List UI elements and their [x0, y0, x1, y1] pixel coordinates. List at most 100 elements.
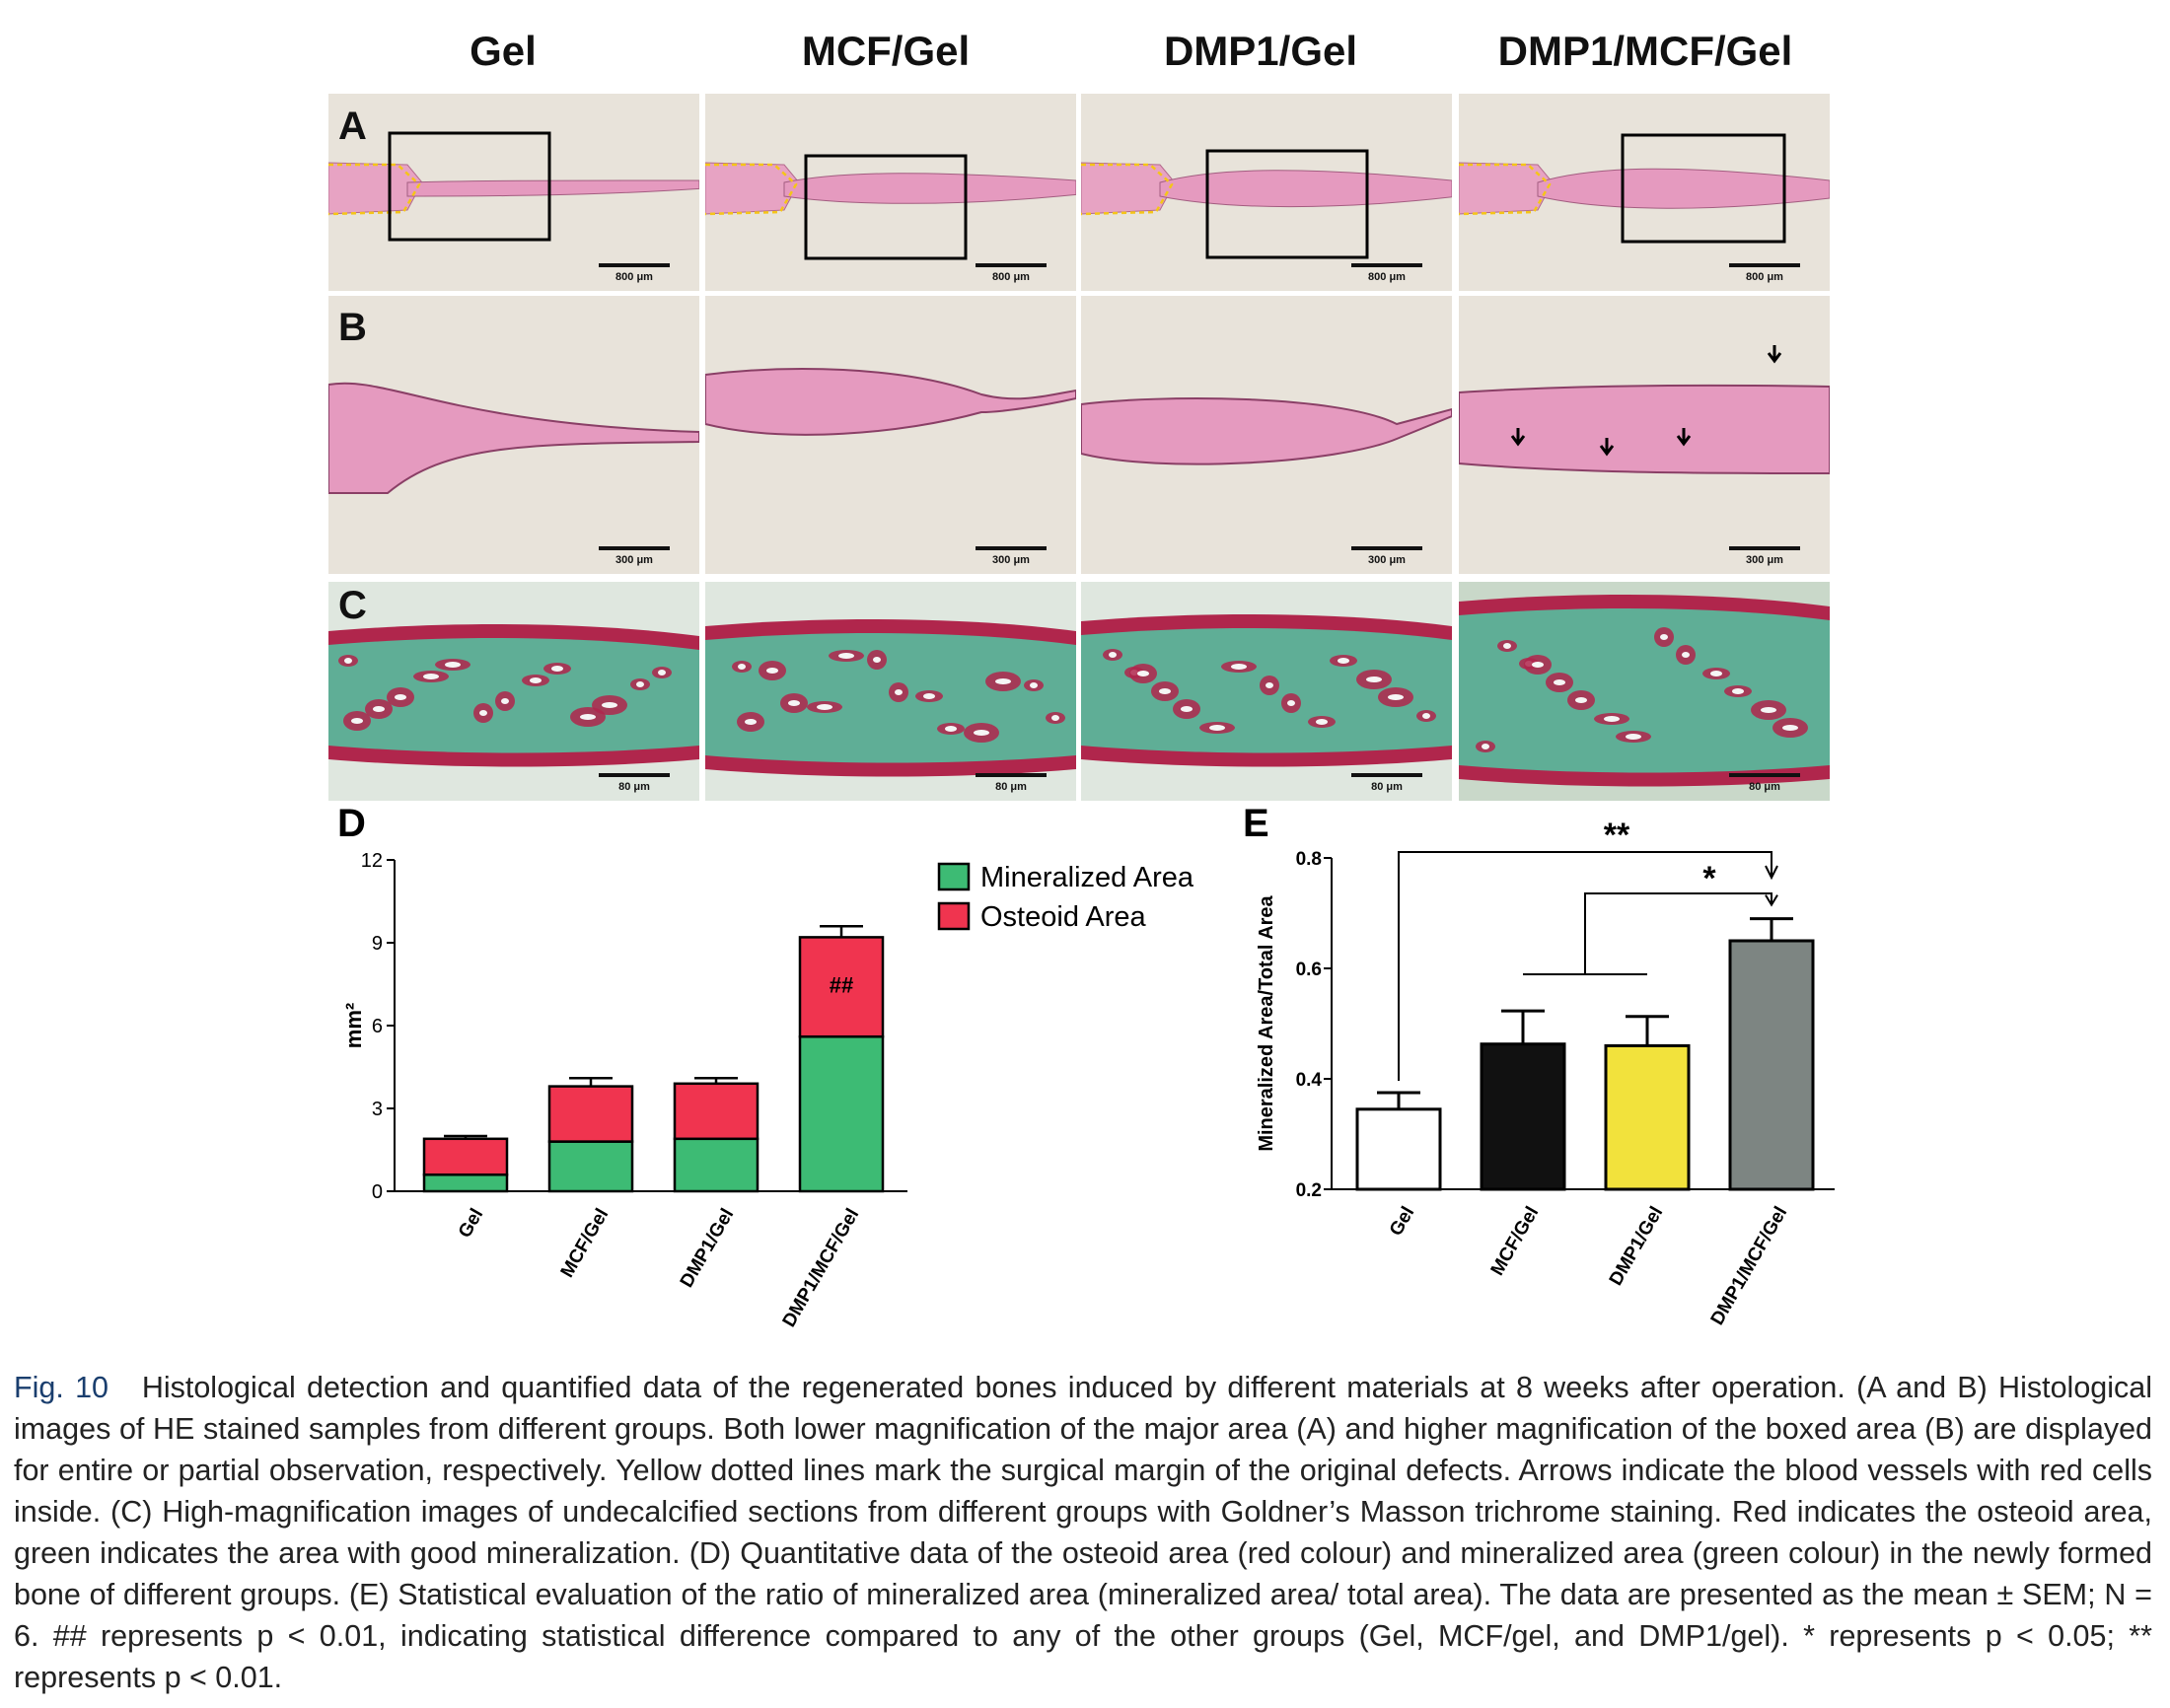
- panel-c-gel: 80 μm: [328, 582, 699, 801]
- significance-label-single-star: *: [1702, 860, 1716, 897]
- y-tick-label: 3: [372, 1099, 383, 1120]
- scale-bar-line: [1351, 263, 1422, 267]
- bracket-arrow: [1765, 865, 1778, 881]
- scale-bar-line: [976, 263, 1047, 267]
- scale-bar: 300 μm: [599, 546, 670, 566]
- x-tick-label-dmp1-gel: DMP1/Gel: [1606, 1203, 1668, 1289]
- scale-bar-line: [1729, 263, 1800, 267]
- scale-bar-line: [599, 773, 670, 777]
- histology-image-b-dmp1-mcf-gel: [1459, 296, 1830, 574]
- figure-label: Fig. 10: [14, 1371, 109, 1404]
- panel-b-mcf-gel: 300 μm: [705, 296, 1076, 574]
- row-label-b: B: [338, 306, 367, 349]
- scale-bar: 80 μm: [1729, 773, 1800, 793]
- scale-bar: 800 μm: [1351, 263, 1422, 283]
- panel-c-dmp1-gel: 80 μm: [1081, 582, 1452, 801]
- bar-gel: [1355, 1107, 1442, 1191]
- scale-bar-line: [599, 546, 670, 550]
- y-axis-label: Mineralized Area/Total Area: [1256, 894, 1277, 1151]
- significance-annotation-hash: ##: [830, 972, 853, 997]
- scale-bar-label: 800 μm: [1368, 271, 1406, 283]
- panel-c-mcf-gel: 80 μm: [705, 582, 1076, 801]
- chart-d-area-stacked-bar: D 0 3 6 9 12 mm² Gel MCF/Gel DMP1/Gel DMP1/MCF/Gel…: [337, 802, 1194, 1331]
- legend-label-osteoid: Osteoid Area: [980, 901, 1147, 933]
- y-tick-label: 0.6: [1296, 960, 1322, 980]
- scale-bar-label: 80 μm: [995, 781, 1027, 793]
- x-tick-label-dmp1-gel: DMP1/Gel: [677, 1205, 739, 1291]
- scale-bar-label: 80 μm: [1749, 781, 1780, 793]
- histology-image-c-dmp1-gel: [1081, 582, 1452, 801]
- scale-bar-label: 800 μm: [1746, 271, 1783, 283]
- scale-bar-label: 800 μm: [992, 271, 1030, 283]
- histology-image-a-mcf-gel: [705, 94, 1076, 291]
- legend-swatch-mineralized: [937, 862, 971, 891]
- histology-image-b-dmp1-gel: [1081, 296, 1452, 574]
- scale-bar: 80 μm: [976, 773, 1047, 793]
- bar-osteoid-gel: [422, 1137, 509, 1176]
- scale-bar: 80 μm: [1351, 773, 1422, 793]
- x-tick-label-mcf-gel: MCF/Gel: [557, 1205, 614, 1281]
- y-tick-label: 9: [372, 933, 383, 955]
- scale-bar: 300 μm: [1351, 546, 1422, 566]
- bar-dmp1-mcf-gel: [1728, 939, 1815, 1191]
- histology-image-c-dmp1-mcf-gel: [1459, 582, 1830, 801]
- scale-bar-label: 300 μm: [1368, 554, 1406, 566]
- x-tick-label-gel: Gel: [1386, 1203, 1418, 1240]
- scale-bar-label: 300 μm: [992, 554, 1030, 566]
- legend-label-mineralized: Mineralized Area: [980, 862, 1194, 893]
- column-title-dmp1-mcf-gel: DMP1/MCF/Gel: [1497, 28, 1793, 74]
- histology-image-b-gel: [328, 296, 699, 574]
- y-tick-label: 6: [372, 1016, 383, 1037]
- bar-osteoid-dmp1-gel: [673, 1082, 760, 1141]
- y-tick-label: 0.8: [1296, 849, 1322, 870]
- scale-bar-label: 300 μm: [615, 554, 653, 566]
- scale-bar-line: [1729, 773, 1800, 777]
- panel-label-d: D: [337, 802, 366, 845]
- scale-bar-line: [1351, 546, 1422, 550]
- y-tick-label: 0: [372, 1181, 383, 1203]
- x-tick-label-dmp1-mcf-gel: DMP1/MCF/Gel: [779, 1205, 864, 1331]
- row-label-c: C: [338, 584, 367, 627]
- significance-bracket-double: [1398, 851, 1772, 1081]
- panel-a-gel: 800 μm: [328, 94, 699, 291]
- panel-label-e: E: [1243, 802, 1269, 845]
- x-tick-label-gel: Gel: [455, 1205, 487, 1242]
- figure-caption: Fig. 10 Histological detection and quant…: [14, 1367, 2152, 1698]
- column-title-dmp1-gel: DMP1/Gel: [1163, 28, 1358, 74]
- scale-bar: 300 μm: [976, 546, 1047, 566]
- x-tick-label-dmp1-mcf-gel: DMP1/MCF/Gel: [1707, 1203, 1792, 1329]
- significance-bracket-single: [1523, 892, 1772, 975]
- histology-image-a-dmp1-mcf-gel: [1459, 94, 1830, 291]
- scale-bar-line: [599, 263, 670, 267]
- scale-bar-label: 800 μm: [615, 271, 653, 283]
- bar-mineralized-dmp1-gel: [673, 1137, 760, 1193]
- significance-label-double-star: **: [1604, 817, 1630, 854]
- histology-image-c-gel: [328, 582, 699, 801]
- bar-mineralized-dmp1-mcf-gel: [798, 1034, 885, 1193]
- panel-c-dmp1-mcf-gel: 80 μm: [1459, 582, 1830, 801]
- panel-a-mcf-gel: 800 μm: [705, 94, 1076, 291]
- bar-mineralized-gel: [422, 1173, 509, 1193]
- histology-image-a-gel: [328, 94, 699, 291]
- y-tick-label: 0.2: [1296, 1180, 1322, 1201]
- scale-bar: 300 μm: [1729, 546, 1800, 566]
- scale-bar-label: 80 μm: [618, 781, 650, 793]
- scale-bar-line: [976, 773, 1047, 777]
- histology-image-a-dmp1-gel: [1081, 94, 1452, 291]
- panel-b-dmp1-gel: 300 μm: [1081, 296, 1452, 574]
- column-title-mcf-gel: MCF/Gel: [801, 28, 971, 74]
- histology-image-b-mcf-gel: [705, 296, 1076, 574]
- panel-a-dmp1-mcf-gel: 800 μm: [1459, 94, 1830, 291]
- y-axis-label: mm²: [341, 1003, 366, 1048]
- bar-dmp1-gel: [1604, 1043, 1691, 1191]
- scale-bar: 800 μm: [1729, 263, 1800, 283]
- scale-bar-label: 300 μm: [1746, 554, 1783, 566]
- bar-mcf-gel: [1480, 1042, 1566, 1191]
- bracket-arrow: [1765, 894, 1778, 907]
- column-title-gel: Gel: [470, 28, 537, 74]
- scale-bar: 80 μm: [599, 773, 670, 793]
- bar-osteoid-dmp1-mcf-gel: [798, 936, 885, 1038]
- scale-bar-line: [1351, 773, 1422, 777]
- bar-osteoid-mcf-gel: [547, 1085, 634, 1143]
- panel-a-dmp1-gel: 800 μm: [1081, 94, 1452, 291]
